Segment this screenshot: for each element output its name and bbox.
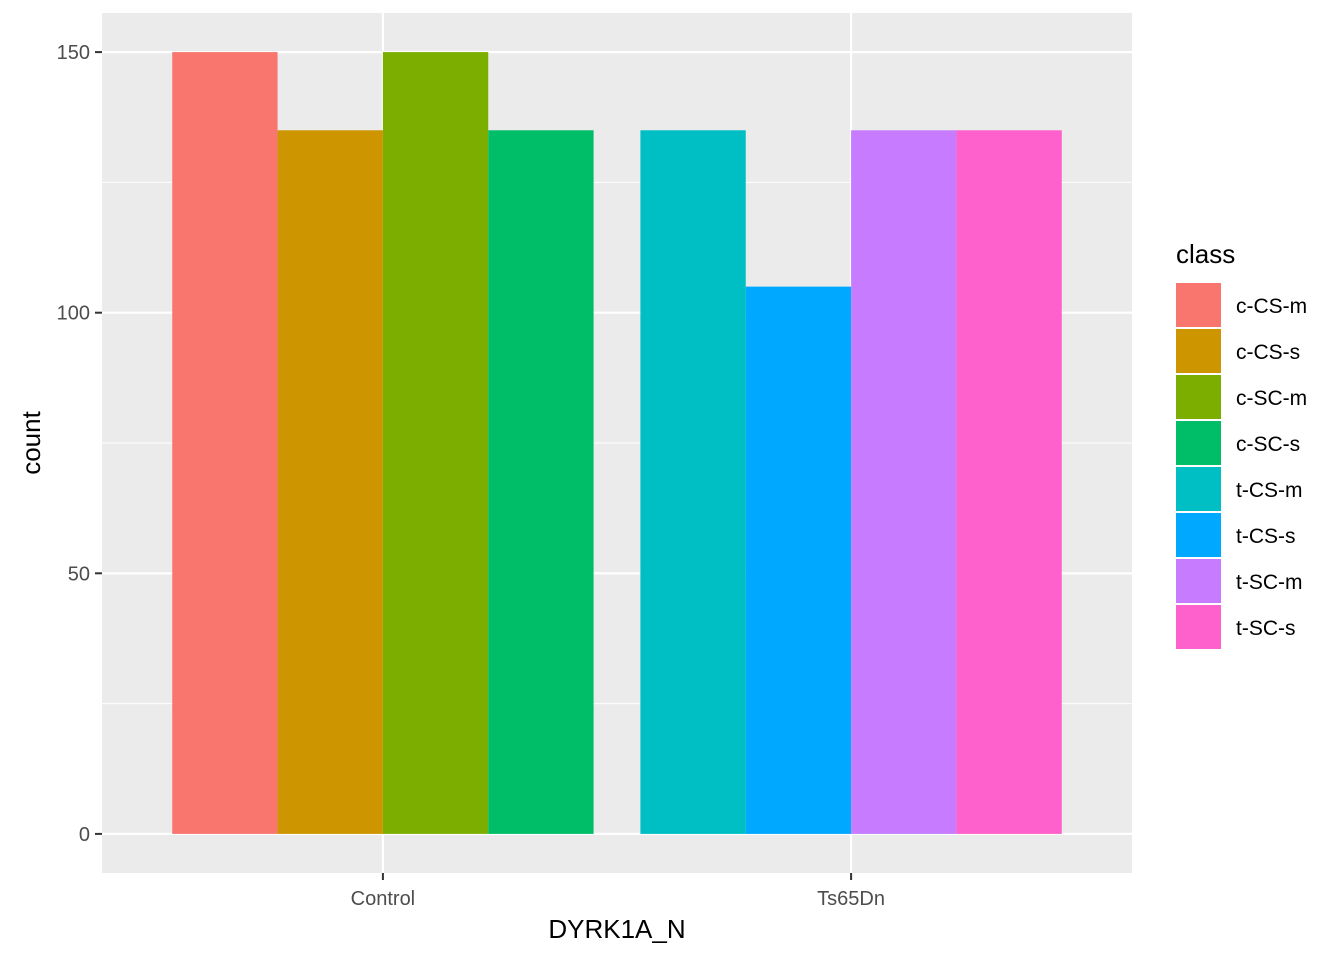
- legend-key: [1176, 421, 1221, 465]
- legend-title: class: [1176, 239, 1235, 269]
- bar-t-SC-s: [956, 130, 1062, 834]
- legend-key: [1176, 467, 1221, 511]
- y-axis: 0 50 100 150: [57, 42, 102, 846]
- legend-key: [1176, 329, 1221, 373]
- bar-c-SC-m: [382, 52, 489, 834]
- bar-c-CS-m: [172, 52, 278, 834]
- legend-key: [1176, 283, 1221, 327]
- x-tick-label: Control: [351, 888, 415, 910]
- legend: class c-CS-m c-CS-s c-SC-m c-SC-s t-CS-m t-CS…: [1176, 239, 1307, 649]
- legend-label: c-SC-s: [1236, 433, 1300, 456]
- bars: [172, 52, 1062, 834]
- y-tick-label: 150: [57, 42, 90, 64]
- y-tick-label: 50: [68, 563, 90, 585]
- x-axis: Control Ts65Dn: [351, 873, 885, 910]
- legend-label: c-CS-s: [1236, 341, 1300, 364]
- x-axis-title: DYRK1A_N: [548, 914, 685, 944]
- bar-c-CS-s: [277, 130, 383, 834]
- bar-c-SC-s: [488, 130, 594, 834]
- y-axis-title: count: [16, 410, 46, 474]
- bar-t-SC-m: [851, 130, 957, 834]
- x-tick-label: Ts65Dn: [817, 888, 885, 910]
- y-tick-label: 0: [79, 824, 90, 846]
- bar-t-CS-m: [640, 130, 746, 834]
- legend-key: [1176, 513, 1221, 557]
- legend-key: [1176, 375, 1221, 419]
- legend-label: c-SC-m: [1236, 387, 1307, 410]
- bar-t-CS-s: [745, 286, 852, 834]
- legend-label: t-CS-m: [1236, 479, 1303, 502]
- legend-label: t-SC-s: [1236, 617, 1296, 640]
- legend-key: [1176, 605, 1221, 649]
- legend-label: t-CS-s: [1236, 525, 1296, 548]
- legend-label: t-SC-m: [1236, 571, 1303, 594]
- legend-key: [1176, 559, 1221, 603]
- legend-label: c-CS-m: [1236, 295, 1307, 318]
- y-tick-label: 100: [57, 303, 90, 325]
